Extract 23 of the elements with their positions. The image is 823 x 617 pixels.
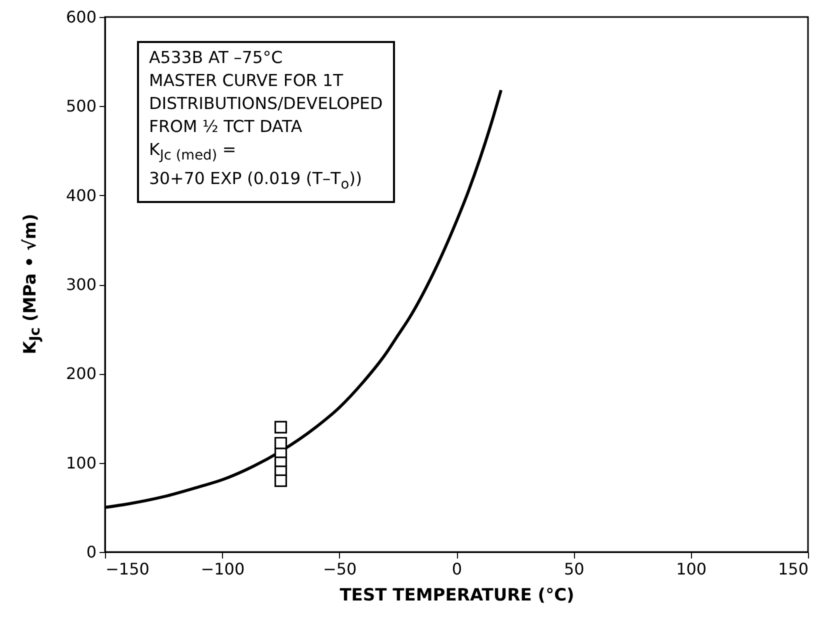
y-tick-label: 500	[66, 96, 96, 116]
x-tick-label: 50	[564, 560, 584, 578]
x-tick-label: 150	[778, 560, 808, 578]
y-tick-label: 200	[66, 364, 96, 384]
y-tick-label: 300	[66, 275, 96, 294]
annotation: 30+70 EXP (0.019 (T–T$_{o}$))	[149, 168, 364, 195]
x-tick-label: −50	[322, 560, 357, 578]
annotation: K$_{Jc (med)}$ =	[149, 139, 238, 166]
annotation: MASTER CURVE FOR 1T	[149, 70, 344, 92]
annotation: A533B AT –75°C	[149, 47, 284, 69]
y-tick-label: 400	[66, 186, 96, 205]
x-tick-label: −100	[200, 560, 245, 578]
annotation: DISTRIBUTIONS/DEVELOPED	[149, 93, 383, 115]
x-tick-label: −150	[106, 560, 150, 578]
y-tick-label: 100	[66, 453, 96, 472]
x-tick-label: 100	[676, 560, 707, 578]
annotation: FROM ½ TCT DATA	[149, 116, 304, 138]
y-tick-label: 0	[86, 542, 96, 562]
point	[274, 474, 288, 487]
y-tick-label: 600	[66, 8, 96, 26]
x-axis-title: TEST TEMPERATURE (°C)	[340, 586, 574, 606]
point	[274, 420, 288, 434]
x-tick-label: 0	[452, 560, 462, 578]
